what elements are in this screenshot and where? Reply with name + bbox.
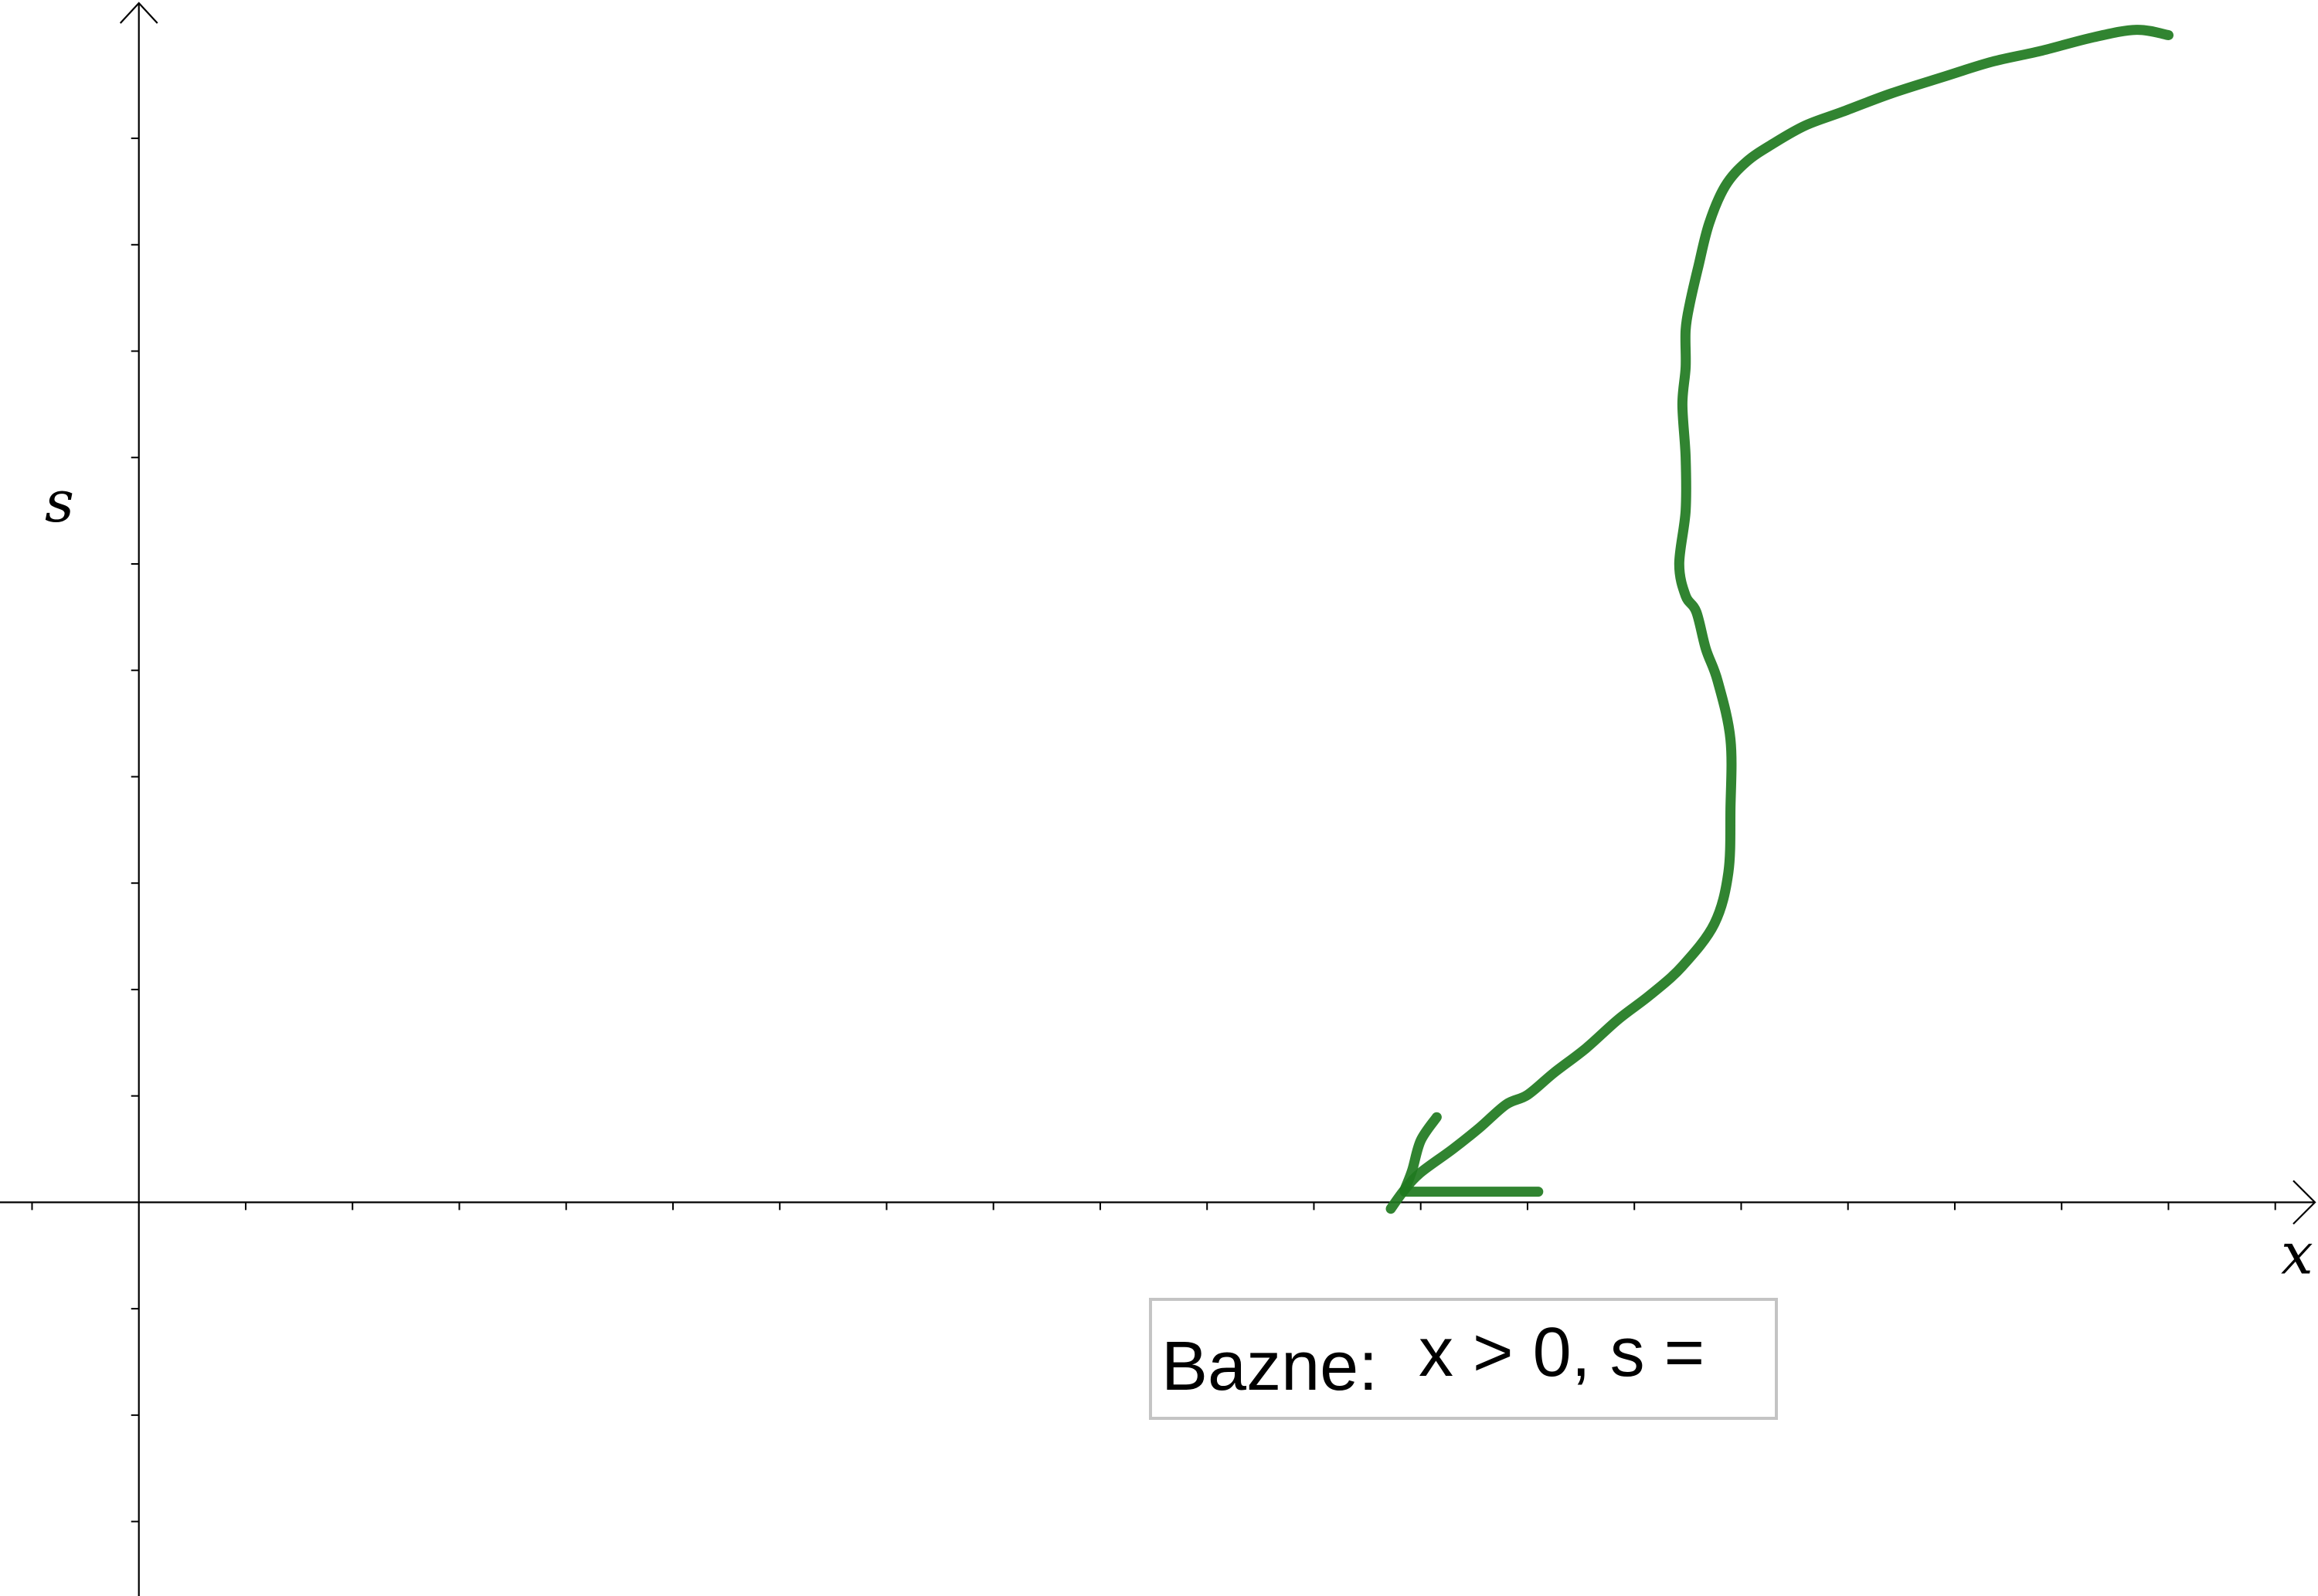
conditions-expression: x > 0, s =	[1419, 1314, 1705, 1391]
conditions-label-box: Bazne: x > 0, s =	[1149, 1298, 1778, 1420]
series-line-1	[1385, 25, 2174, 1214]
series-line-2	[1399, 1112, 1442, 1195]
x-axis-arrowhead	[2293, 1180, 2316, 1225]
x-axis-label: x	[2281, 1221, 2313, 1287]
y-axis-arrowhead	[119, 2, 158, 24]
conditions-label: Bazne:	[1161, 1328, 1378, 1405]
y-axis-ticks	[131, 138, 139, 1523]
y-axis-label: s	[45, 469, 74, 535]
x-axis-ticks	[31, 1202, 2276, 1211]
series-layer	[1385, 25, 2174, 1214]
